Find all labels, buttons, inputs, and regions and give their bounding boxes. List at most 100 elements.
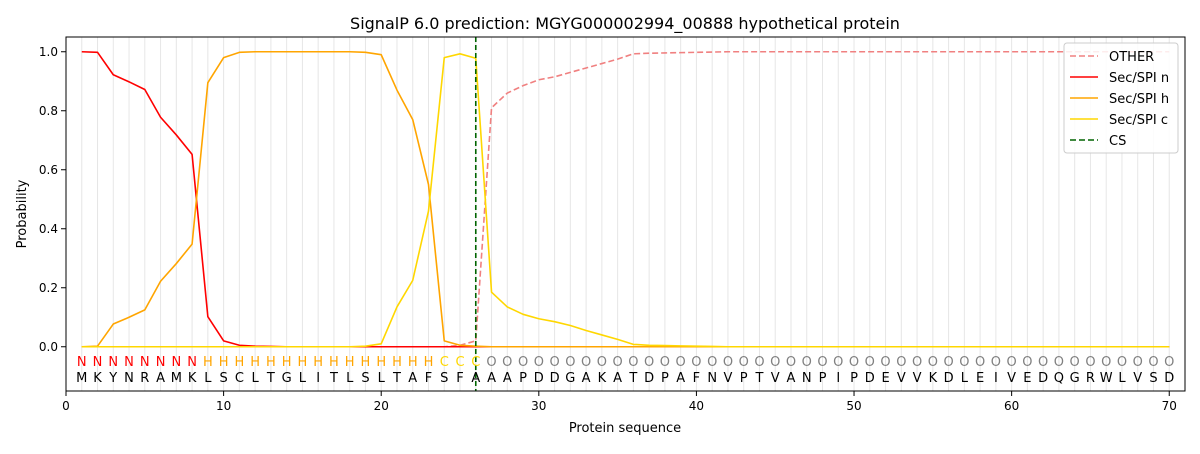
residue-label: A [408, 371, 417, 386]
residue-label: K [188, 371, 197, 386]
region-label: O [739, 355, 749, 370]
y-tick-label: 0.4 [39, 222, 58, 236]
region-label: N [140, 355, 150, 370]
region-label: C [455, 355, 464, 370]
x-tick-label: 10 [216, 399, 231, 413]
residue-label: S [361, 371, 369, 386]
region-label: O [849, 355, 859, 370]
residue-label: P [819, 371, 827, 386]
residue-label: F [456, 371, 463, 386]
residue-label: P [519, 371, 527, 386]
residue-label: V [771, 371, 780, 386]
region-label: O [896, 355, 906, 370]
residue-label: K [598, 371, 607, 386]
residue-label: A [156, 371, 165, 386]
residue-label: M [171, 371, 182, 386]
residue-label: A [503, 371, 512, 386]
region-label: O [959, 355, 969, 370]
region-label: C [440, 355, 449, 370]
y-axis-label: Probability [15, 179, 30, 248]
residue-label: N [124, 371, 134, 386]
x-tick-label: 20 [374, 399, 389, 413]
region-label: H [282, 355, 292, 370]
residue-label: Y [108, 371, 117, 386]
region-label: H [250, 355, 260, 370]
residue-label: L [346, 371, 354, 386]
region-label: O [549, 355, 559, 370]
x-axis-label: Protein sequence [569, 421, 681, 436]
residue-label: V [723, 371, 732, 386]
residue-label: E [881, 371, 889, 386]
x-tick-label: 0 [62, 399, 70, 413]
residue-label: P [661, 371, 669, 386]
residue-label: T [754, 371, 763, 386]
residue-label: A [787, 371, 796, 386]
region-label: O [723, 355, 733, 370]
region-label: H [424, 355, 434, 370]
region-label: H [298, 355, 308, 370]
region-label: O [1164, 355, 1174, 370]
region-label: O [991, 355, 1001, 370]
legend-label: Sec/SPI n [1109, 71, 1169, 86]
region-label: O [1101, 355, 1111, 370]
region-label: O [1085, 355, 1095, 370]
region-label: O [486, 355, 496, 370]
region-label: O [676, 355, 686, 370]
residue-label: S [440, 371, 448, 386]
residue-label: R [140, 371, 149, 386]
residue-label: S [219, 371, 227, 386]
region-label: O [613, 355, 623, 370]
region-label: O [754, 355, 764, 370]
residue-label: I [836, 371, 840, 386]
y-tick-label: 0.2 [39, 281, 58, 295]
region-label: O [1038, 355, 1048, 370]
residue-label: T [329, 371, 338, 386]
x-tick-label: 50 [846, 399, 861, 413]
residue-label: S [1149, 371, 1157, 386]
residue-label: P [850, 371, 858, 386]
region-label: O [1148, 355, 1158, 370]
plot-frame [65, 36, 1186, 392]
y-tick-label: 0.6 [39, 163, 58, 177]
residue-label: D [944, 371, 954, 386]
region-label: H [361, 355, 371, 370]
region-label: O [597, 355, 607, 370]
x-tick-label: 60 [1004, 399, 1019, 413]
region-label: H [376, 355, 386, 370]
region-label: H [313, 355, 323, 370]
legend-label: Sec/SPI h [1109, 92, 1169, 107]
residue-label: A [613, 371, 622, 386]
residue-label: L [961, 371, 969, 386]
legend: OTHER Sec/SPI n Sec/SPI h Sec/SPI c CS [1063, 42, 1179, 154]
region-label: O [1054, 355, 1064, 370]
residue-label: N [707, 371, 717, 386]
series-line-sec-spi-c [81, 53, 1170, 348]
region-label: O [928, 355, 938, 370]
residue-label: D [644, 371, 654, 386]
region-label: H [266, 355, 276, 370]
residue-label: T [392, 371, 401, 386]
residue-label: V [897, 371, 906, 386]
region-label: O [802, 355, 812, 370]
residue-label: G [565, 371, 575, 386]
region-label: O [1133, 355, 1143, 370]
residue-label: V [913, 371, 922, 386]
region-label: O [518, 355, 528, 370]
region-label: O [581, 355, 591, 370]
residue-label: G [1070, 371, 1080, 386]
residue-label: G [282, 371, 292, 386]
residue-label: F [425, 371, 432, 386]
residue-label: A [487, 371, 496, 386]
region-label: O [817, 355, 827, 370]
region-label: N [77, 355, 87, 370]
residue-label: F [693, 371, 700, 386]
legend-box [1063, 42, 1179, 154]
region-label: C [471, 355, 480, 370]
region-label: H [345, 355, 355, 370]
x-tick-label: 30 [531, 399, 546, 413]
residue-label: C [235, 371, 244, 386]
region-label: O [707, 355, 717, 370]
region-label: O [1007, 355, 1017, 370]
y-tick-label: 0.8 [39, 104, 58, 118]
region-label: H [234, 355, 244, 370]
